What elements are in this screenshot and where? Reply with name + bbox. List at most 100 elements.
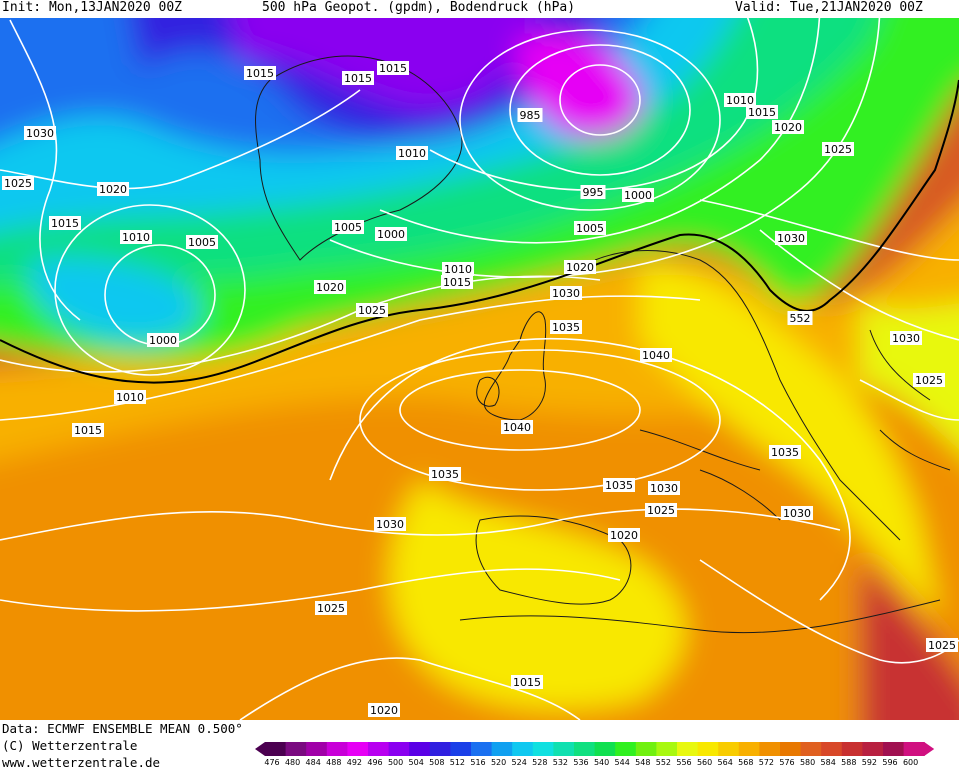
pressure-label-text: 1010 [444,263,472,276]
legend-tick-label: 520 [490,758,507,767]
legend-swatch [326,742,348,756]
pressure-label-text: 1015 [443,276,471,289]
pressure-label-text: 1030 [777,232,805,245]
pressure-label: 1030 [775,231,807,245]
pressure-label-text: 1005 [576,222,604,235]
pressure-label: 1010 [724,93,756,107]
legend-swatch [677,742,699,756]
pressure-label: 552 [787,311,813,325]
pressure-label-text: 1025 [358,304,386,317]
legend-swatch [265,742,287,756]
isohypse-552 [0,79,959,384]
legend-tick-label: 580 [799,758,816,767]
legend-tick-label: 568 [738,758,754,767]
legend-swatch [759,742,781,756]
legend-tick-label: 492 [346,758,363,767]
pressure-label: 1000 [622,188,654,202]
pressure-label: 1020 [368,703,400,717]
pressure-label: 1040 [640,348,672,362]
pressure-label-text: 1035 [552,321,580,334]
legend-swatch [512,742,534,756]
legend-swatch [800,742,822,756]
pressure-label-text: 1035 [431,468,459,481]
pressure-label: 1010 [442,262,474,276]
legend-swatch [409,742,431,756]
pressure-label-text: 1020 [316,281,344,294]
pressure-label: 1010 [114,390,146,404]
pressure-label-text: 1000 [149,334,177,347]
legend-swatch [697,742,719,756]
pressure-label: 1005 [186,235,218,249]
pressure-label-text: 1040 [642,349,670,362]
legend-tick-label: 484 [305,758,321,767]
pressure-label-text: 1030 [552,287,580,300]
legend-tick-label: 544 [614,758,630,767]
legend-tick-label: 584 [820,758,836,767]
pressure-label-text: 1030 [26,127,54,140]
pressure-label-text: 1015 [246,67,274,80]
pressure-isobars [0,18,959,720]
pressure-label: 1020 [608,528,640,542]
pressure-label-text: 1015 [748,106,776,119]
pressure-label-text: 1030 [376,518,404,531]
pressure-label: 1015 [746,105,778,119]
pressure-label: 1025 [926,638,958,652]
legend-swatch [306,742,328,756]
legend-swatch [347,742,369,756]
legend-swatch [594,742,616,756]
legend-tick-label: 560 [696,758,713,767]
pressure-label-text: 1015 [344,72,372,85]
pressure-label: 1000 [147,333,179,347]
pressure-label-text: 552 [790,312,811,325]
legend-tick-label: 516 [470,758,486,767]
pressure-label-text: 1020 [610,529,638,542]
pressure-label-text: 1025 [317,602,345,615]
legend-swatch [738,742,760,756]
pressure-label-text: 1010 [116,391,144,404]
legend-tick-label: 596 [882,758,898,767]
legend-swatch [553,742,575,756]
land-outlines [255,55,951,634]
pressure-label: 1015 [342,71,374,85]
pressure-label: 1015 [72,423,104,437]
legend-tick-label: 576 [779,758,795,767]
pressure-label-text: 1020 [99,183,127,196]
pressure-label-text: 1035 [771,446,799,459]
geopotential-shading [0,18,959,720]
legend-tick-label: 540 [593,758,610,767]
legend-tick-label: 476 [264,758,280,767]
pressure-label: 995 [580,185,606,199]
pressure-label-text: 1025 [824,143,852,156]
pressure-label: 1025 [822,142,854,156]
pressure-label-text: 1020 [774,121,802,134]
legend-arrow-left [255,742,265,756]
legend-tick-label: 496 [367,758,383,767]
pressure-label: 1035 [429,467,461,481]
pressure-label: 1035 [603,478,635,492]
legend-tick-label: 480 [284,758,301,767]
pressure-label-text: 1025 [915,374,943,387]
pressure-label: 1030 [890,331,922,345]
pressure-label: 1035 [769,445,801,459]
legend-tick-label: 552 [655,758,672,767]
legend-tick-label: 528 [532,758,548,767]
pressure-label: 1025 [645,503,677,517]
pressure-label: 1030 [648,481,680,495]
legend-tick-label: 508 [429,758,445,767]
pressure-label-text: 1020 [370,704,398,717]
pressure-label: 1025 [356,303,388,317]
legend-swatch [656,742,678,756]
legend-swatch [368,742,390,756]
valid-time: Valid: Tue,21JAN2020 00Z [735,0,923,15]
pressure-label: 1010 [396,146,428,160]
legend-swatch [883,742,905,756]
pressure-label: 1040 [501,420,533,434]
pressure-label-text: 995 [583,186,604,199]
pressure-label-text: 1005 [188,236,216,249]
pressure-label: 1020 [564,260,596,274]
legend-tick-label: 500 [387,758,404,767]
legend-tick-label: 592 [861,758,878,767]
pressure-label-text: 1035 [605,479,633,492]
legend-swatch [388,742,410,756]
